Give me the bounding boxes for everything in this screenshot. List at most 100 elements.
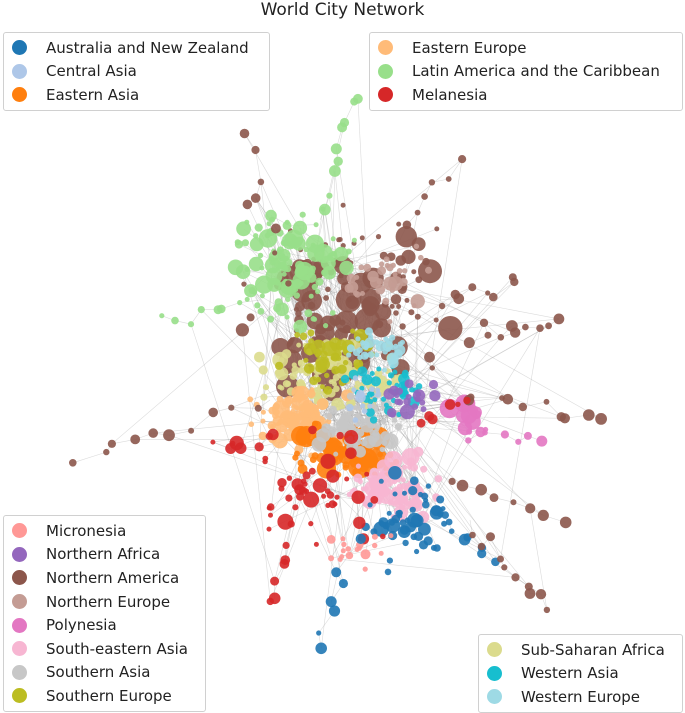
network-node [417,419,426,428]
network-node [337,365,346,374]
network-node [380,534,386,540]
network-node [525,588,536,599]
network-node [338,237,343,242]
network-node [382,368,387,373]
network-node [372,543,377,548]
network-node [367,404,372,409]
network-node [489,293,498,302]
network-node [278,419,283,424]
network-node [346,552,354,560]
network-node [388,499,394,505]
network-node [411,534,418,541]
network-node [525,503,535,513]
network-node [379,479,384,484]
network-node [408,486,417,495]
network-node [319,204,331,216]
legend-label: Australia and New Zealand [46,39,249,57]
network-node [511,499,517,505]
legend-marker-icon [12,594,27,609]
network-node [251,193,261,203]
network-node [245,267,250,272]
network-node [554,314,565,325]
network-node [282,239,289,246]
legend-marker-icon [12,688,27,703]
network-node [387,511,392,516]
network-node [509,273,517,281]
legend-label: Northern Europe [46,593,170,611]
network-node [410,476,419,485]
network-node [235,240,243,248]
network-node [130,435,140,445]
network-node [425,267,432,274]
network-node [407,457,416,466]
legend-marker-icon [378,87,393,102]
network-node [424,352,435,363]
network-node [475,484,487,496]
network-node [258,179,265,186]
network-node [595,413,607,425]
network-node [332,382,337,387]
network-node [421,193,428,200]
legend-label: Sub-Saharan Africa [521,641,665,659]
network-node [387,319,392,324]
network-node [236,221,251,236]
network-node [309,376,318,385]
legend-label: Central Asia [46,62,137,80]
network-node [466,429,472,435]
network-node [355,336,360,341]
network-node [341,375,350,384]
network-node [336,419,349,432]
network-node [69,459,77,467]
network-node [356,464,361,469]
network-node [285,495,292,502]
network-node [344,477,349,482]
network-node [309,468,316,475]
legend-item: Northern Africa [12,543,197,567]
legend-marker-icon [12,64,27,79]
network-node [380,447,385,452]
network-node [283,380,290,387]
legend-marker-icon [12,641,27,656]
legend-item: Southern Asia [12,661,197,685]
network-node [368,502,373,507]
network-node [247,313,255,321]
network-node [364,353,369,358]
legend-marker-icon [12,523,27,538]
network-node [438,316,462,340]
network-node [314,542,319,547]
network-node [322,341,337,356]
network-node [536,589,546,599]
network-node [361,300,371,310]
network-node [352,491,365,504]
network-node [375,285,385,295]
network-node [372,534,378,540]
network-node [485,290,490,295]
network-node [330,310,336,316]
network-node [363,264,371,272]
network-node [269,217,275,223]
network-node [275,298,283,306]
legend-label: South-eastern Asia [46,640,188,658]
network-node [411,269,416,274]
network-node [449,528,455,534]
network-node [376,367,381,372]
network-node [544,399,550,405]
network-node [435,475,442,482]
network-node [255,442,264,451]
network-node [369,478,374,483]
network-node [360,403,365,408]
network-node [363,567,368,572]
network-node [311,316,317,322]
legend-label: Southern Asia [46,663,150,681]
network-node [292,504,298,510]
network-node [316,428,330,442]
legend-marker-icon [12,665,27,680]
network-node [340,536,345,541]
network-node [436,496,444,504]
network-node [352,238,357,243]
legend-item: Australia and New Zealand [12,36,261,60]
network-node [363,436,376,449]
network-node [403,221,412,230]
legend-marker-icon [378,64,393,79]
network-node [302,400,313,411]
